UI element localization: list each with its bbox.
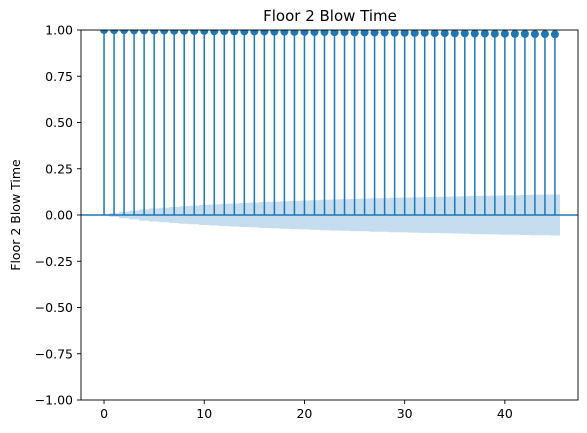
y-tick-label: 0.50 <box>45 115 73 130</box>
acf-point <box>420 30 429 37</box>
x-tick-label: 30 <box>397 406 413 421</box>
acf-point <box>470 30 479 38</box>
acf-point <box>220 30 229 36</box>
acf-point <box>540 30 549 39</box>
acf-point <box>190 30 199 35</box>
acf-point <box>100 30 109 34</box>
acf-point <box>240 30 249 36</box>
acf-point <box>340 30 349 37</box>
x-tick-label: 0 <box>100 406 108 421</box>
acf-point <box>120 30 129 35</box>
chart-title: Floor 2 Blow Time <box>263 7 397 25</box>
acf-point <box>180 30 189 35</box>
y-tick-label: 0.25 <box>45 161 73 176</box>
acf-point <box>270 30 279 36</box>
plot-area <box>81 30 578 236</box>
acf-point <box>440 30 449 38</box>
x-tick-label: 10 <box>196 406 212 421</box>
acf-point <box>280 30 289 36</box>
acf-point <box>450 30 459 38</box>
acf-point <box>350 30 359 37</box>
y-tick-label: 0.00 <box>45 208 73 223</box>
acf-point <box>330 30 339 37</box>
acf-point <box>210 30 219 36</box>
acf-point <box>110 30 119 35</box>
y-tick-label: −0.50 <box>35 300 73 315</box>
acf-point <box>390 30 399 37</box>
acf-point <box>460 30 469 38</box>
acf-point <box>300 30 309 36</box>
acf-point <box>200 30 209 35</box>
acf-point <box>150 30 159 35</box>
acf-point <box>510 30 519 38</box>
x-tick-label: 20 <box>296 406 312 421</box>
acf-point <box>260 30 269 36</box>
axes: 0 10 20 30 40 −1.00 −0.75 −0.50 −0.25 0.00 0.25 0.5… <box>35 23 579 421</box>
plot-inner <box>81 30 578 236</box>
acf-point <box>520 30 529 38</box>
acf-point <box>500 30 509 38</box>
acf-point <box>310 30 319 37</box>
acf-point <box>360 30 369 37</box>
y-tick-label: −0.75 <box>35 346 73 361</box>
acf-point <box>230 30 239 36</box>
acf-point <box>370 30 379 37</box>
acf-point <box>480 30 489 38</box>
y-tick-label: −0.25 <box>35 254 73 269</box>
y-tick-label: −1.00 <box>35 393 73 408</box>
acf-point <box>290 30 299 36</box>
acf-point <box>550 30 559 39</box>
acf-point <box>160 30 169 35</box>
y-tick-label: 0.75 <box>45 69 73 84</box>
x-tick-label: 40 <box>497 406 513 421</box>
acf-point <box>380 30 389 37</box>
acf-point <box>140 30 149 35</box>
acf-point <box>400 30 409 37</box>
acf-point <box>170 30 179 35</box>
acf-point <box>490 30 499 38</box>
acf-point <box>530 30 539 39</box>
acf-point <box>250 30 259 36</box>
y-tick-label: 1.00 <box>45 23 73 38</box>
acf-point <box>320 30 329 37</box>
acf-point <box>410 30 419 37</box>
acf-point <box>430 30 439 38</box>
y-axis-label: Floor 2 Blow Time <box>8 159 23 271</box>
acf-point <box>130 30 139 35</box>
